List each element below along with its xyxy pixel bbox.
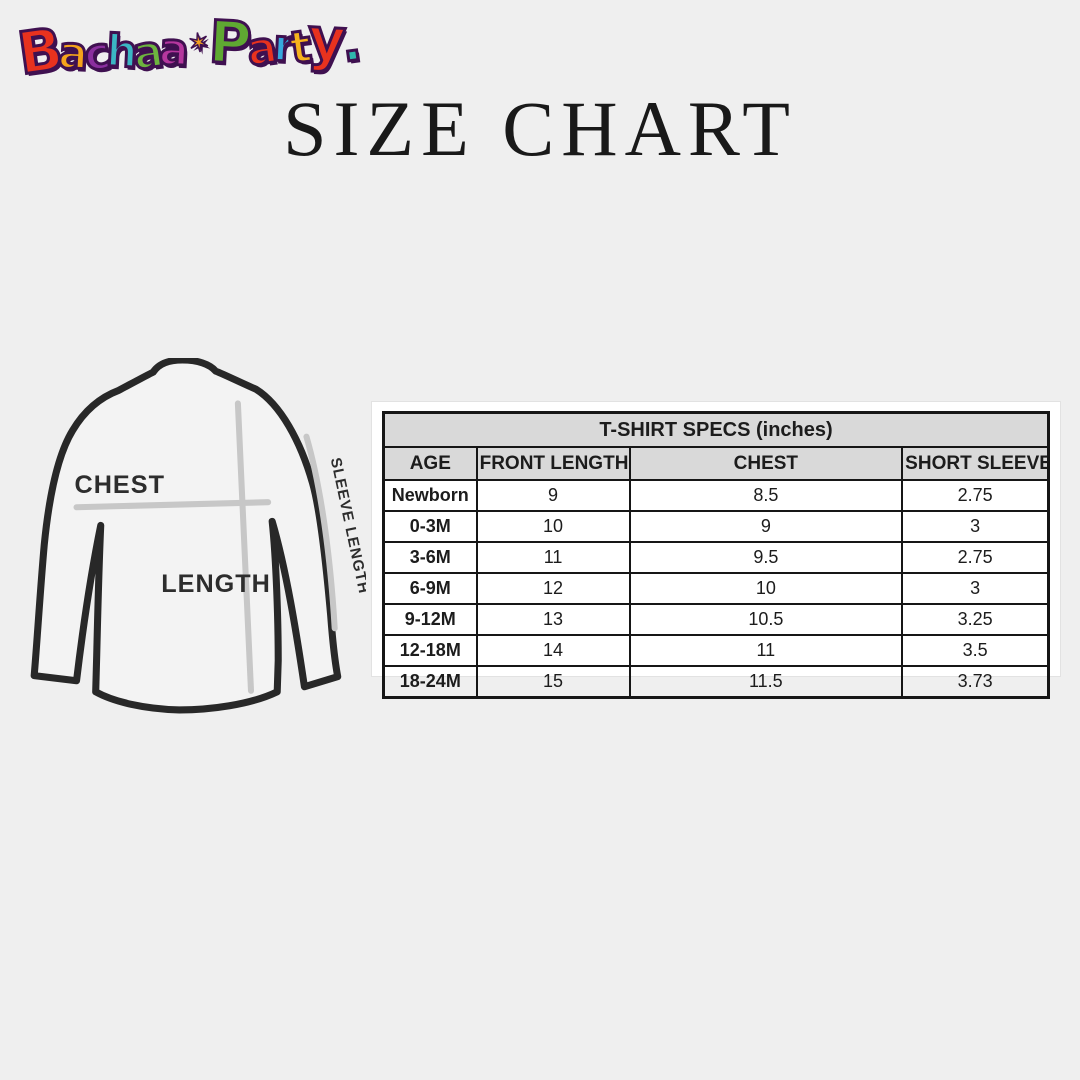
- bachaa-party-logo: Bachaa✶Party.: [12, 3, 367, 90]
- value-cell: 12: [475, 572, 631, 605]
- table-row: Newborn 9 8.5 2.75: [382, 479, 1050, 512]
- value-cell: 9.5: [628, 541, 904, 574]
- specs-panel: T-SHIRT SPECS (inches) AGE FRONT LENGTH CH…: [371, 401, 1061, 699]
- value-cell: 11: [628, 634, 904, 667]
- value-cell: 3.5: [901, 634, 1050, 667]
- column-header-age: AGE: [382, 446, 478, 481]
- value-cell: 3: [901, 572, 1050, 605]
- value-cell: 3.25: [901, 603, 1050, 636]
- table-title: T-SHIRT SPECS (inches): [382, 411, 1050, 448]
- column-header-front-length: FRONT LENGTH: [475, 446, 631, 481]
- shirt-outline-icon: [30, 358, 342, 714]
- table-row: 6-9M 12 10 3: [382, 572, 1050, 605]
- logo-letter: a: [157, 22, 192, 77]
- length-measure-line: [234, 400, 255, 694]
- age-cell: 3-6M: [382, 541, 478, 574]
- value-cell: 10: [475, 510, 631, 543]
- value-cell: 9: [628, 510, 904, 543]
- column-header-short-sleeve: SHORT SLEEVE: [901, 446, 1050, 481]
- chest-measure-line: [73, 499, 272, 511]
- table-title-row: T-SHIRT SPECS (inches): [382, 411, 1050, 448]
- value-cell: 3: [901, 510, 1050, 543]
- shirt-measurement-diagram: CHEST LENGTH SLEEVE LENGTH: [18, 358, 366, 716]
- shirt-diagram-svg: CHEST LENGTH SLEEVE LENGTH: [30, 358, 366, 714]
- value-cell: 15: [475, 665, 631, 699]
- age-cell: 6-9M: [382, 572, 478, 605]
- table-body: Newborn 9 8.5 2.75 0-3M 10 9 3 3-6M 11 9.5 2.75 6-9M…: [382, 479, 1050, 699]
- table-row: 9-12M 13 10.5 3.25: [382, 603, 1050, 636]
- specs-table: T-SHIRT SPECS (inches) AGE FRONT LENGTH CH…: [382, 411, 1050, 699]
- table-row: 0-3M 10 9 3: [382, 510, 1050, 543]
- value-cell: 2.75: [901, 541, 1050, 574]
- chest-label: CHEST: [75, 471, 165, 499]
- length-label: LENGTH: [161, 570, 271, 598]
- table-row: 12-18M 14 11 3.5: [382, 634, 1050, 667]
- age-cell: 9-12M: [382, 603, 478, 636]
- value-cell: 11.5: [628, 665, 904, 699]
- table-row: 3-6M 11 9.5 2.75: [382, 541, 1050, 574]
- value-cell: 11: [475, 541, 631, 574]
- value-cell: 10: [628, 572, 904, 605]
- table-row: 18-24M 15 11.5 3.73: [382, 665, 1050, 699]
- value-cell: 8.5: [628, 479, 904, 512]
- column-header-chest: CHEST: [628, 446, 904, 481]
- value-cell: 9: [475, 479, 631, 512]
- value-cell: 10.5: [628, 603, 904, 636]
- page-title: SIZE CHART: [283, 85, 797, 172]
- column-header-row: AGE FRONT LENGTH CHEST SHORT SLEEVE: [382, 446, 1050, 481]
- sleeve-measure-line: [303, 433, 338, 632]
- age-cell: 12-18M: [382, 634, 478, 667]
- age-cell: Newborn: [382, 479, 478, 512]
- value-cell: 2.75: [901, 479, 1050, 512]
- value-cell: 3.73: [901, 665, 1050, 699]
- value-cell: 14: [475, 634, 631, 667]
- age-cell: 0-3M: [382, 510, 478, 543]
- value-cell: 13: [475, 603, 631, 636]
- age-cell: 18-24M: [382, 665, 478, 699]
